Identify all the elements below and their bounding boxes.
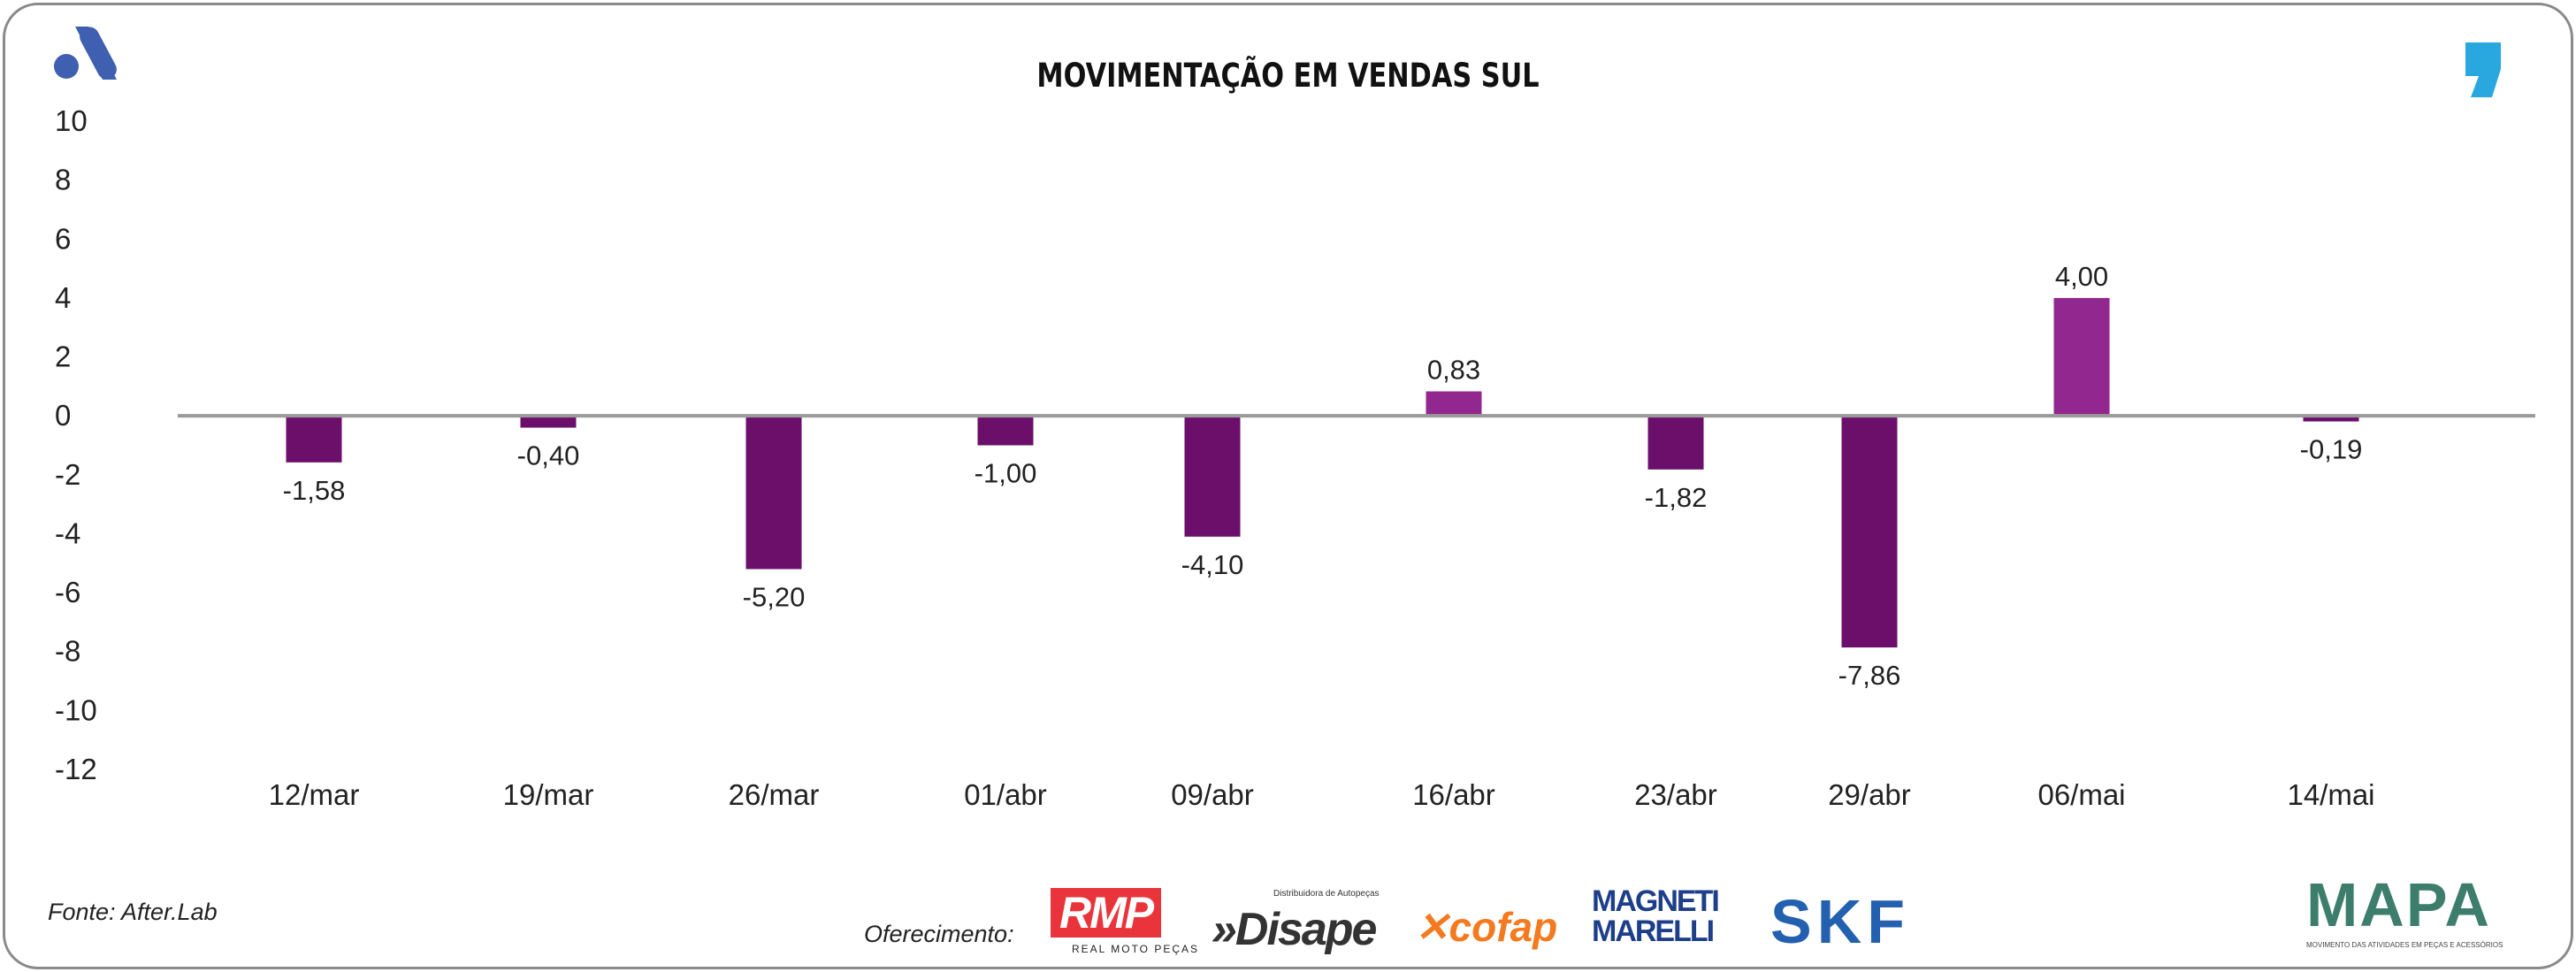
y-tick-label: -10 bbox=[55, 693, 97, 726]
x-category-label: 14/mai bbox=[2287, 778, 2374, 811]
bar-26-mar bbox=[745, 416, 802, 570]
data-label: -1,82 bbox=[1645, 482, 1708, 513]
bar-16-abr bbox=[1426, 391, 1482, 417]
data-label: -4,10 bbox=[1181, 549, 1244, 580]
data-label: -1,58 bbox=[283, 475, 346, 506]
x-category-label: 12/mar bbox=[269, 778, 360, 811]
data-label: -1,00 bbox=[975, 458, 1037, 489]
x-category-label: 06/mai bbox=[2037, 778, 2125, 811]
y-tick-label: 8 bbox=[55, 164, 71, 196]
y-tick-label: -4 bbox=[55, 517, 80, 549]
y-tick-label: -2 bbox=[55, 458, 80, 491]
x-category-label: 29/abr bbox=[1828, 778, 1911, 811]
bar-14-mai bbox=[2303, 416, 2359, 422]
x-category-label: 23/abr bbox=[1634, 778, 1717, 811]
y-tick-label: 2 bbox=[55, 341, 71, 373]
chart-frame bbox=[3, 3, 2573, 969]
bar-23-abr bbox=[1647, 416, 1704, 470]
comma-logo-icon bbox=[2465, 42, 2501, 97]
brand-logo-icon bbox=[54, 27, 117, 80]
x-category-label: 09/abr bbox=[1171, 778, 1254, 811]
magneti-marelli-logo: MAGNETI MARELLI bbox=[1592, 884, 1720, 948]
y-tick-label: -12 bbox=[55, 753, 97, 785]
cofap-logo: ✕cofap bbox=[1415, 904, 1558, 950]
bar-09-abr bbox=[1184, 416, 1241, 537]
x-category-label: 01/abr bbox=[964, 778, 1047, 811]
sponsor-label: Oferecimento: bbox=[864, 921, 1014, 947]
mapa-logo: MAPA bbox=[2306, 870, 2491, 939]
data-label: -5,20 bbox=[743, 581, 806, 612]
data-label: -0,40 bbox=[517, 440, 580, 471]
bar-29-abr bbox=[1841, 416, 1898, 648]
x-category-label: 26/mar bbox=[729, 778, 820, 811]
bar-19-mar bbox=[520, 416, 577, 428]
mapa-logo-subtitle: MOVIMENTO DAS ATIVIDADES EM PEÇAS E ACES… bbox=[2306, 941, 2503, 949]
y-tick-label: -6 bbox=[55, 576, 80, 608]
bar-06-mai bbox=[2053, 297, 2110, 417]
y-tick-label: 0 bbox=[55, 399, 71, 432]
chart-title: MOVIMENTAÇÃO EM VENDAS SUL bbox=[1036, 57, 1540, 95]
data-label: -0,19 bbox=[2300, 434, 2363, 465]
source-note: Fonte: After.Lab bbox=[48, 899, 218, 925]
data-label: -7,86 bbox=[1838, 660, 1901, 691]
y-tick-label: -8 bbox=[55, 635, 80, 668]
skf-logo: SKF bbox=[1770, 887, 1910, 956]
rmp-logo: RMP bbox=[1051, 888, 1162, 938]
rmp-logo-subtitle: REAL MOTO PEÇAS bbox=[1072, 943, 1200, 955]
x-category-label: 19/mar bbox=[503, 778, 594, 811]
bar-12-mar bbox=[286, 416, 342, 463]
bar-01-abr bbox=[977, 416, 1034, 446]
disape-logo-subtitle: Distribuidora de Autopeças bbox=[1273, 889, 1380, 899]
y-tick-label: 10 bbox=[55, 104, 88, 137]
y-tick-label: 4 bbox=[55, 281, 71, 314]
y-tick-label: 6 bbox=[55, 222, 71, 255]
disape-logo: »Disape bbox=[1212, 904, 1377, 955]
data-label: 4,00 bbox=[2055, 261, 2108, 292]
x-category-label: 16/abr bbox=[1412, 778, 1495, 811]
data-label: 0,83 bbox=[1427, 355, 1480, 386]
